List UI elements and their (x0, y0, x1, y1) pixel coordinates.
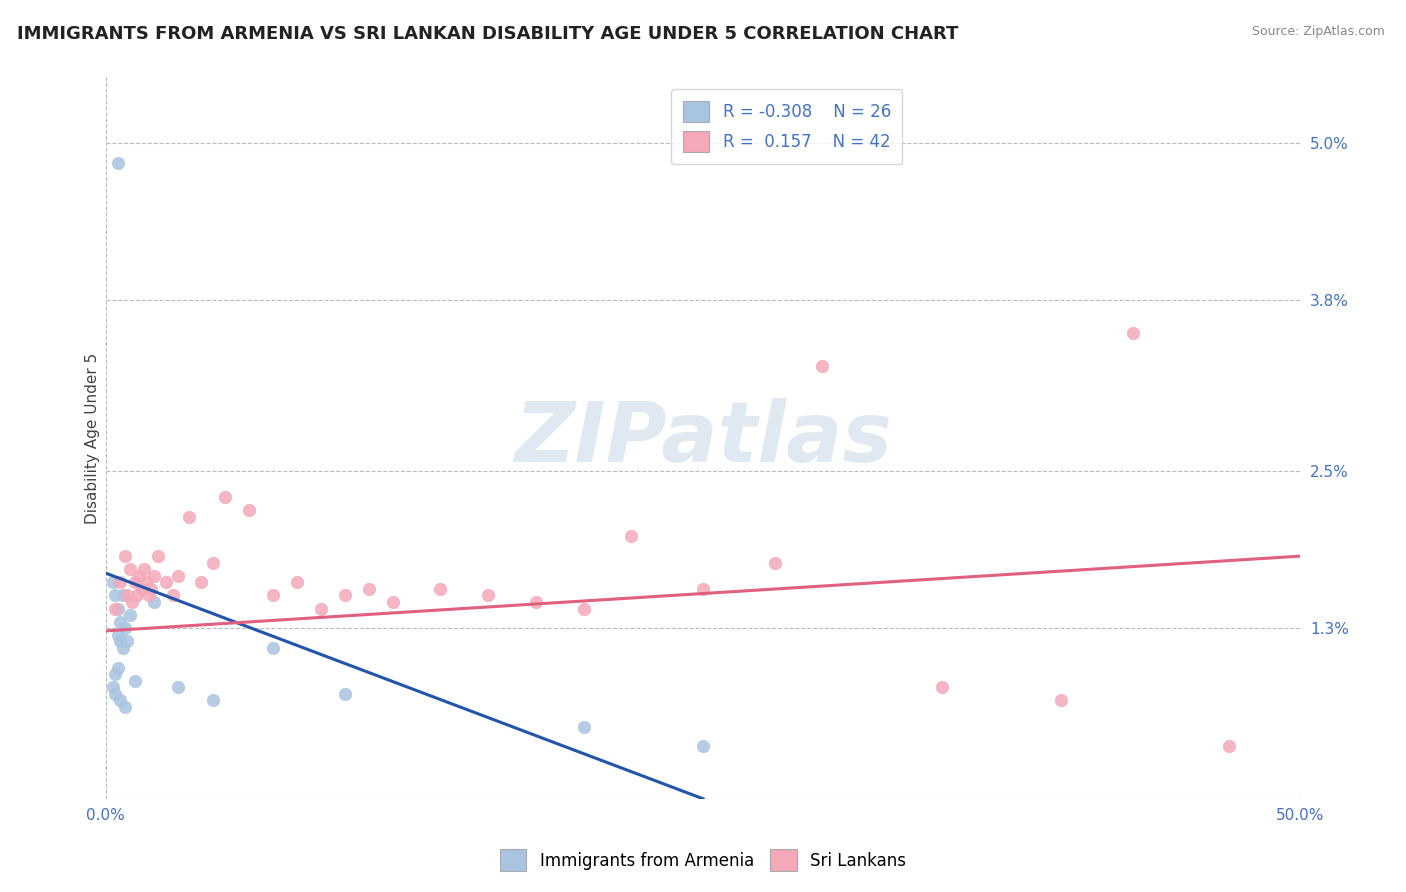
Point (333, 687, 356, 701)
Point (125, 589, 148, 603)
Point (811, 359, 834, 373)
Point (101, 575, 124, 590)
Point (121, 595, 143, 609)
Point (107, 628, 129, 642)
Point (1050, 693, 1073, 707)
Point (155, 575, 177, 590)
Point (104, 601, 127, 615)
Point (309, 601, 332, 615)
Point (117, 589, 139, 603)
Point (262, 589, 284, 603)
Point (166, 680, 188, 694)
Point (104, 589, 127, 603)
Point (179, 509, 201, 524)
Point (285, 575, 308, 590)
Point (692, 739, 714, 754)
Point (162, 589, 184, 603)
Point (572, 720, 595, 734)
Point (381, 595, 404, 609)
Point (104, 687, 127, 701)
Point (104, 667, 127, 681)
Point (135, 575, 157, 590)
Text: ZIPatlas: ZIPatlas (515, 398, 891, 479)
Point (1122, 326, 1144, 341)
Text: IMMIGRANTS FROM ARMENIA VS SRI LANKAN DISABILITY AGE UNDER 5 CORRELATION CHART: IMMIGRANTS FROM ARMENIA VS SRI LANKAN DI… (17, 25, 959, 43)
Point (763, 556, 786, 570)
Point (107, 155, 129, 169)
Legend: R = -0.308    N = 26, R =  0.157    N = 42: R = -0.308 N = 26, R = 0.157 N = 42 (671, 89, 903, 164)
Point (118, 608, 141, 623)
Point (111, 589, 134, 603)
Point (931, 680, 953, 694)
Point (238, 503, 260, 517)
Point (148, 549, 170, 563)
Point (202, 693, 225, 707)
Point (114, 621, 136, 635)
Point (477, 589, 499, 603)
Point (138, 589, 160, 603)
Point (114, 700, 136, 714)
Point (108, 634, 131, 648)
Point (108, 693, 131, 707)
Point (108, 615, 131, 629)
Point (117, 634, 139, 648)
Point (202, 556, 225, 570)
Point (429, 582, 451, 596)
Point (357, 582, 380, 596)
Point (1218, 739, 1240, 754)
Point (114, 549, 136, 563)
Point (111, 640, 134, 655)
Point (131, 582, 153, 596)
Point (166, 569, 188, 583)
Point (524, 595, 547, 609)
Point (132, 562, 155, 576)
Point (692, 582, 714, 596)
Point (214, 490, 236, 504)
Point (107, 660, 129, 674)
Point (142, 595, 165, 609)
Point (333, 589, 356, 603)
Point (142, 569, 165, 583)
Point (107, 601, 129, 615)
Legend: Immigrants from Armenia, Sri Lankans: Immigrants from Armenia, Sri Lankans (491, 841, 915, 880)
Point (572, 601, 595, 615)
Point (190, 575, 212, 590)
Point (141, 582, 163, 596)
Point (101, 680, 124, 694)
Point (620, 529, 643, 543)
Point (128, 569, 150, 583)
Point (124, 575, 146, 590)
Point (118, 562, 141, 576)
Point (108, 575, 131, 590)
Y-axis label: Disability Age Under 5: Disability Age Under 5 (86, 352, 100, 524)
Point (262, 640, 284, 655)
Text: Source: ZipAtlas.com: Source: ZipAtlas.com (1251, 25, 1385, 38)
Point (124, 673, 146, 688)
